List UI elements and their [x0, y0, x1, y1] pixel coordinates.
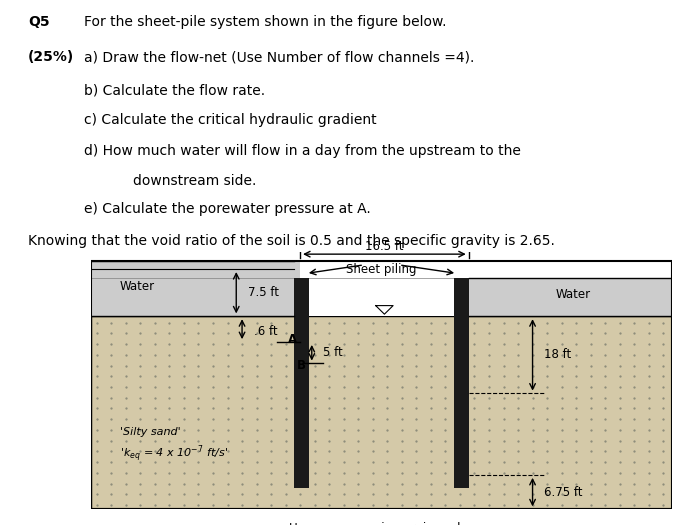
Bar — [91, 260, 300, 316]
Polygon shape — [376, 306, 393, 314]
Text: A: A — [288, 333, 298, 346]
Text: Knowing that the void ratio of the soil is 0.5 and the specific gravity is 2.65.: Knowing that the void ratio of the soil … — [28, 234, 555, 248]
Text: .6 ft: .6 ft — [253, 325, 277, 338]
Bar — [295, 278, 309, 488]
Bar — [454, 278, 469, 488]
Text: Water: Water — [120, 280, 155, 293]
Text: Water: Water — [556, 288, 591, 301]
Text: 5 ft: 5 ft — [323, 346, 343, 359]
Text: Homogeneous, impervious clay: Homogeneous, impervious clay — [288, 522, 475, 525]
Bar — [300, 278, 463, 316]
Text: d) How much water will flow in a day from the upstream to the: d) How much water will flow in a day fro… — [84, 144, 521, 158]
Bar — [91, 260, 300, 316]
Text: 18 ft: 18 ft — [544, 349, 571, 361]
Text: Q5: Q5 — [28, 15, 50, 29]
Text: B: B — [297, 359, 306, 372]
Bar — [454, 278, 469, 488]
Text: 7.5 ft: 7.5 ft — [248, 286, 279, 299]
Text: 'Silty sand': 'Silty sand' — [120, 427, 181, 437]
Text: '$k_{eq}$ = 4 x 10$^{-7}$ ft/s': '$k_{eq}$ = 4 x 10$^{-7}$ ft/s' — [120, 443, 228, 464]
Text: a) Draw the flow-net (Use Number of flow channels =4).: a) Draw the flow-net (Use Number of flow… — [84, 50, 475, 65]
Text: For the sheet-pile system shown in the figure below.: For the sheet-pile system shown in the f… — [84, 15, 447, 29]
Bar — [295, 278, 309, 488]
Text: c) Calculate the critical hydraulic gradient: c) Calculate the critical hydraulic grad… — [84, 113, 377, 128]
Text: b) Calculate the flow rate.: b) Calculate the flow rate. — [84, 83, 265, 97]
Bar — [300, 278, 463, 316]
Text: downstream side.: downstream side. — [133, 174, 256, 188]
Text: Sheet piling: Sheet piling — [346, 262, 416, 276]
Text: 6.75 ft: 6.75 ft — [544, 486, 582, 499]
Text: (25%): (25%) — [28, 50, 74, 65]
Bar — [463, 278, 672, 316]
Bar — [91, 316, 672, 509]
Text: e) Calculate the porewater pressure at A.: e) Calculate the porewater pressure at A… — [84, 202, 371, 216]
Text: 16.5 ft: 16.5 ft — [365, 240, 404, 253]
Bar — [463, 278, 672, 316]
